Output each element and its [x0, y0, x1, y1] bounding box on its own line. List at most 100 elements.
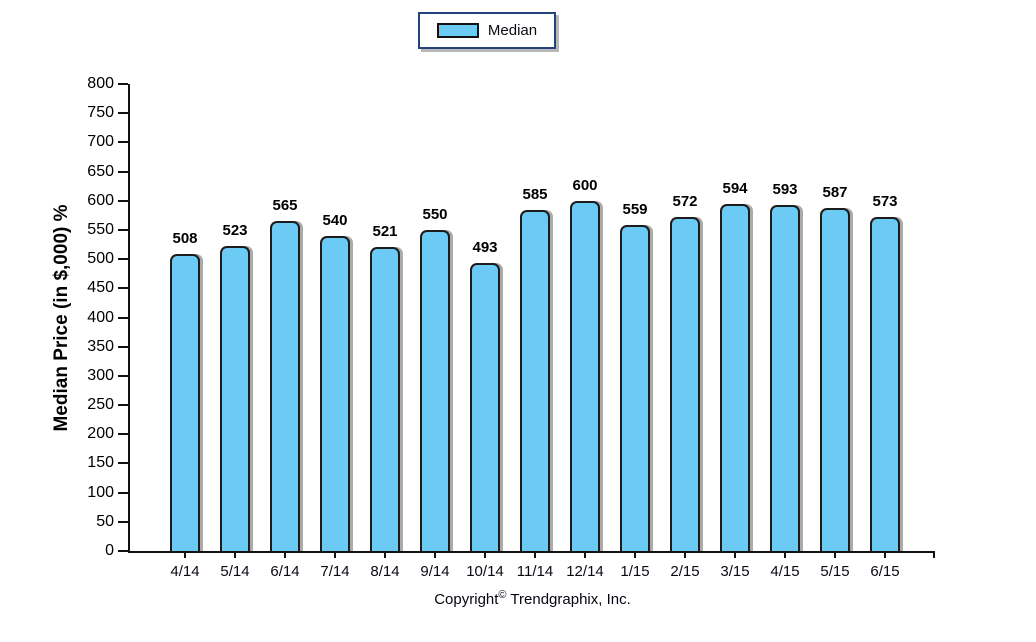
bar — [870, 216, 900, 551]
y-tick — [118, 316, 128, 319]
bar — [370, 246, 400, 551]
x-tick — [184, 551, 186, 558]
y-tick-label: 550 — [87, 220, 114, 238]
x-tick — [384, 551, 386, 558]
bar-value-label: 593 — [772, 180, 798, 198]
y-tick — [118, 258, 128, 261]
x-tick-label: 4/15 — [770, 563, 800, 580]
bar-value-label: 573 — [872, 192, 898, 210]
x-tick-label: 9/14 — [420, 563, 450, 580]
y-tick-label: 250 — [87, 396, 114, 414]
x-tick — [434, 551, 436, 558]
y-tick — [118, 112, 128, 115]
bar-value-label: 565 — [272, 197, 298, 215]
x-tick — [334, 551, 336, 558]
x-axis-end-tick — [933, 551, 935, 558]
y-axis-line — [128, 84, 130, 553]
x-tick-label: 5/15 — [820, 563, 850, 580]
y-tick-label: 700 — [87, 133, 114, 151]
bar-value-label: 572 — [672, 193, 698, 211]
x-tick — [834, 551, 836, 558]
y-tick-label: 100 — [87, 483, 114, 501]
y-tick — [118, 170, 128, 173]
bar-value-label: 521 — [372, 222, 398, 240]
copyright-symbol: © — [498, 589, 507, 601]
x-tick-label: 11/14 — [516, 563, 554, 580]
bar-value-label: 600 — [572, 176, 598, 194]
y-tick-label: 600 — [87, 191, 114, 209]
legend-label: Median — [487, 22, 538, 39]
bar-value-label: 540 — [322, 211, 348, 229]
y-tick — [118, 345, 128, 348]
x-axis-line — [128, 551, 935, 553]
y-tick — [118, 287, 128, 290]
x-tick-label: 3/15 — [720, 563, 750, 580]
x-tick-label: 2/15 — [670, 563, 700, 580]
x-tick-label: 5/14 — [220, 563, 250, 580]
y-tick — [118, 141, 128, 144]
x-tick-label: 4/14 — [170, 563, 200, 580]
y-tick — [118, 550, 128, 552]
y-tick — [118, 462, 128, 465]
x-tick — [484, 551, 486, 558]
y-tick — [118, 83, 128, 85]
y-tick-label: 750 — [87, 104, 114, 122]
bar-value-label: 523 — [222, 221, 248, 239]
bar — [670, 217, 700, 551]
x-tick — [684, 551, 686, 558]
y-tick — [118, 374, 128, 377]
x-tick — [534, 551, 536, 558]
y-tick-label: 800 — [87, 75, 114, 92]
bar — [720, 204, 750, 551]
x-tick — [284, 551, 286, 558]
x-tick-label: 1/15 — [620, 563, 650, 580]
y-tick — [118, 404, 128, 407]
x-tick-label: 7/14 — [320, 563, 350, 580]
legend-swatch-median — [436, 23, 479, 38]
x-tick — [584, 551, 586, 558]
bar-value-label: 587 — [822, 184, 848, 202]
bar-value-label: 559 — [622, 200, 648, 218]
bar — [620, 224, 650, 551]
bar-value-label: 594 — [722, 180, 748, 198]
x-tick-label: 6/14 — [270, 563, 300, 580]
bar — [270, 221, 300, 551]
bar — [170, 254, 200, 551]
bar-value-label: 508 — [172, 230, 198, 248]
x-tick — [234, 551, 236, 558]
bar — [220, 245, 250, 551]
bar — [820, 208, 850, 551]
y-tick — [118, 433, 128, 436]
y-tick-label: 150 — [87, 454, 114, 472]
x-tick — [784, 551, 786, 558]
bar-value-label: 585 — [522, 185, 548, 203]
y-tick-label: 0 — [105, 542, 114, 559]
bar — [420, 229, 450, 551]
x-tick — [884, 551, 886, 558]
y-tick-label: 350 — [87, 337, 114, 355]
y-tick-label: 500 — [87, 250, 114, 268]
plot-area: 0 50 100 150 200 250 300 350 400 450 500 550 600 650 7… — [87, 75, 935, 580]
legend: Median — [418, 12, 556, 49]
bar-value-label: 550 — [422, 205, 448, 223]
bar — [320, 235, 350, 551]
copyright-text: Copyright© Trendgraphix, Inc. — [434, 589, 631, 608]
y-tick-label: 400 — [87, 308, 114, 326]
y-tick — [118, 228, 128, 231]
y-tick — [118, 491, 128, 494]
bar — [520, 209, 550, 551]
y-tick-label: 300 — [87, 366, 114, 384]
y-tick-label: 200 — [87, 425, 114, 443]
x-tick-label: 12/14 — [566, 563, 604, 580]
bar — [770, 204, 800, 551]
x-tick-label: 8/14 — [370, 563, 400, 580]
y-tick-label: 650 — [87, 162, 114, 180]
y-tick-label: 450 — [87, 279, 114, 297]
x-tick — [634, 551, 636, 558]
y-tick — [118, 199, 128, 202]
bar — [570, 200, 600, 551]
bar — [470, 263, 500, 551]
y-tick-label: 50 — [96, 512, 114, 530]
x-tick-label: 6/15 — [870, 563, 900, 580]
